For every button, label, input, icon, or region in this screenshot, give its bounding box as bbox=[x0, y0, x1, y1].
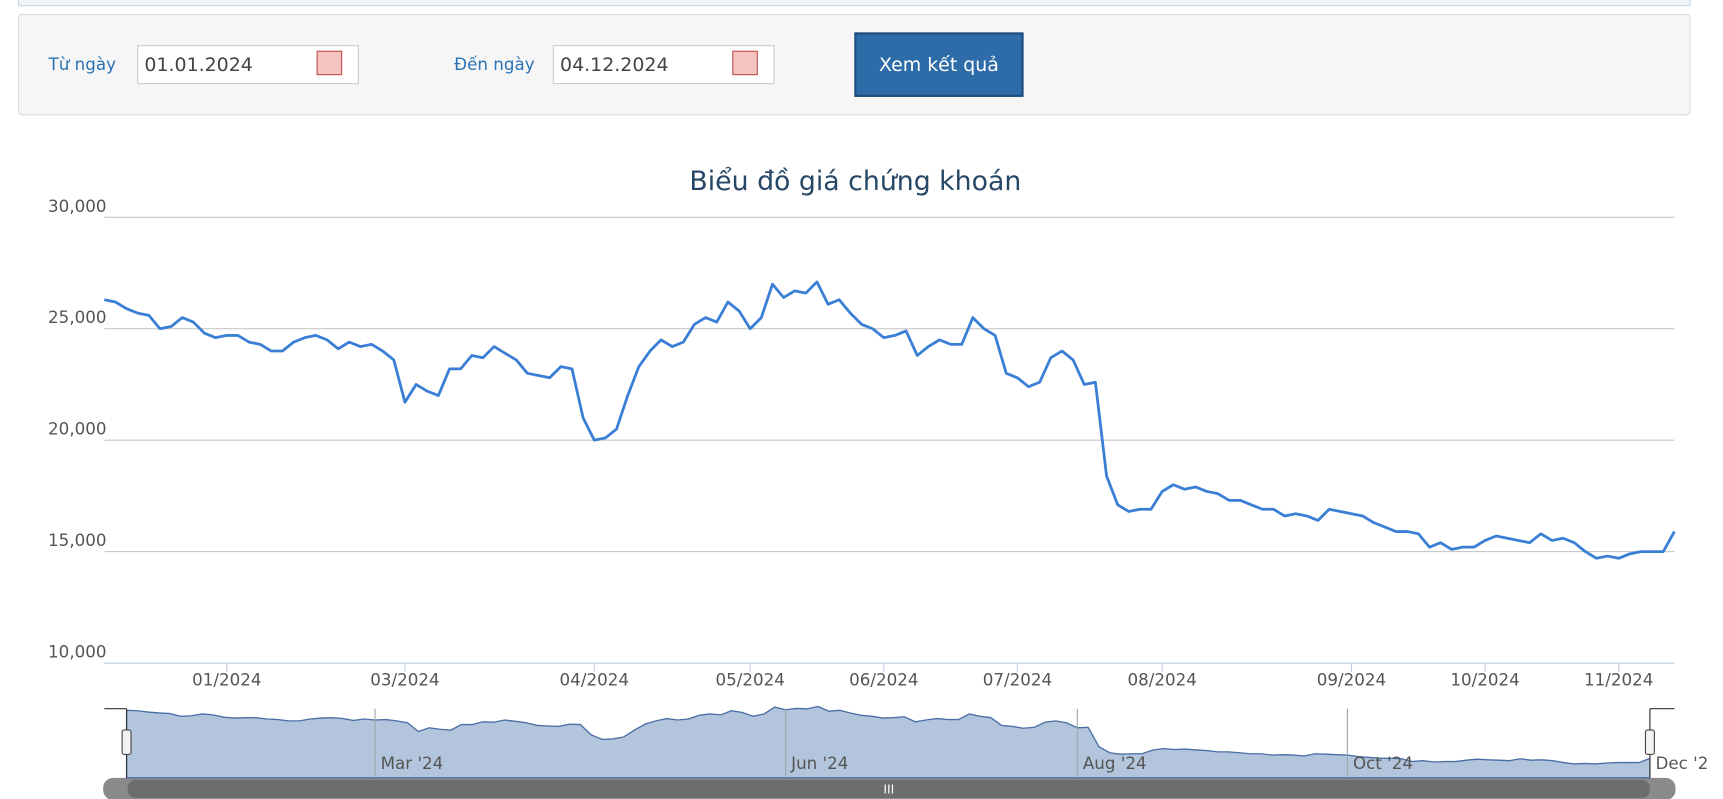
to-label: Đến ngày bbox=[454, 54, 535, 74]
y-tick-label: 25,000 bbox=[48, 307, 106, 327]
x-tick-label: 04/2024 bbox=[560, 669, 629, 689]
calendar-icon[interactable] bbox=[316, 50, 343, 76]
x-tick-label: 08/2024 bbox=[1127, 669, 1196, 689]
navigator-label: Oct '24 bbox=[1353, 753, 1413, 773]
navigator-handle[interactable] bbox=[1644, 729, 1655, 755]
y-tick-label: 15,000 bbox=[48, 530, 106, 550]
y-tick-label: 30,000 bbox=[48, 196, 106, 216]
scrollbar-grip: III bbox=[883, 783, 894, 797]
x-tick-label: 01/2024 bbox=[192, 669, 261, 689]
navigator-label: Aug '24 bbox=[1083, 753, 1147, 773]
top-bar bbox=[17, 0, 1691, 7]
x-tick-label: 07/2024 bbox=[983, 669, 1052, 689]
navigator-label: Mar '24 bbox=[381, 753, 444, 773]
navigator-handle[interactable] bbox=[121, 729, 132, 755]
y-tick-label: 10,000 bbox=[48, 642, 106, 662]
scrollbar-thumb[interactable] bbox=[127, 780, 1650, 798]
navigator-label: Jun '24 bbox=[790, 753, 848, 773]
x-tick-label: 09/2024 bbox=[1317, 669, 1386, 689]
submit-button[interactable] bbox=[854, 32, 1024, 97]
calendar-icon[interactable] bbox=[732, 50, 758, 76]
navigator-label: Dec '2 bbox=[1655, 753, 1708, 773]
submit-label: Xem kết quả bbox=[879, 54, 999, 76]
x-tick-label: 11/2024 bbox=[1584, 669, 1653, 689]
price-line bbox=[104, 280, 1676, 560]
x-tick-label: 03/2024 bbox=[370, 669, 439, 689]
x-tick-label: 05/2024 bbox=[715, 669, 784, 689]
chart-title: Biểu đồ giá chứng khoán bbox=[689, 166, 1021, 197]
navigator-area bbox=[125, 705, 1651, 779]
from-label: Từ ngày bbox=[48, 54, 117, 74]
y-tick-label: 20,000 bbox=[48, 419, 106, 439]
from-value: 01.01.2024 bbox=[144, 54, 252, 76]
x-tick-label: 10/2024 bbox=[1450, 669, 1519, 689]
x-tick-label: 06/2024 bbox=[849, 669, 918, 689]
to-value: 04.12.2024 bbox=[560, 54, 668, 76]
